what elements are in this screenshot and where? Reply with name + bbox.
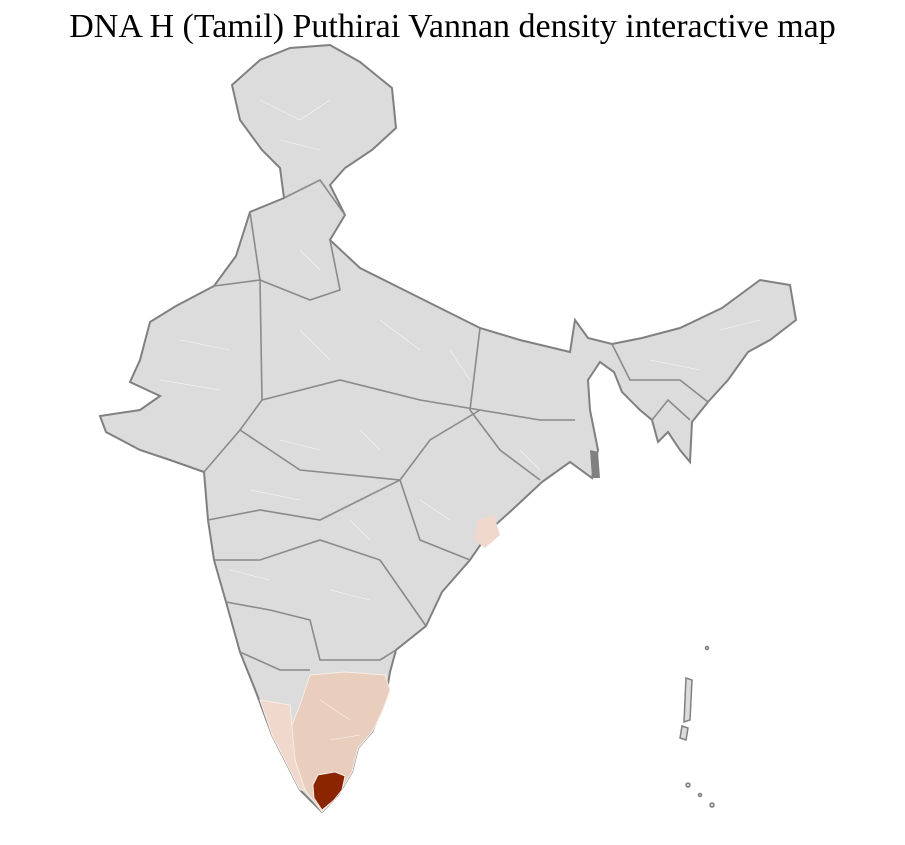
sundarbans-delta <box>590 450 600 478</box>
region-high-density[interactable] <box>312 771 346 811</box>
region-odisha-coast[interactable] <box>474 515 500 548</box>
map-title: DNA H (Tamil) Puthirai Vannan density in… <box>69 8 836 45</box>
region-kerala[interactable] <box>259 699 306 791</box>
state-borders <box>203 178 709 671</box>
district-lines <box>159 99 761 741</box>
andaman-nicobar-islands[interactable] <box>679 645 715 808</box>
